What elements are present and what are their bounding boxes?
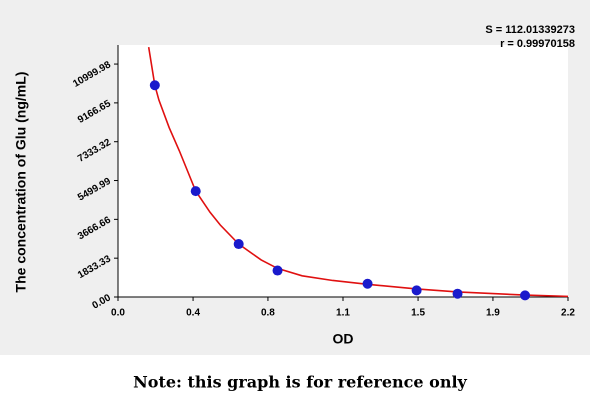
x-tick-label: 1.1 [336,308,350,319]
plot-area [118,45,568,297]
point [272,265,283,276]
point [452,288,463,299]
x-tick-label: 0.4 [186,308,200,319]
point [520,290,531,301]
x-tick-label: 1.9 [486,308,500,319]
x-axis-title: OD [333,331,354,347]
fit-curve [147,46,569,298]
x-tick-label: 0.0 [111,308,125,319]
annotation: S = 112.01339273 [485,24,575,36]
note: Note: this graph is for reference only [133,373,467,392]
point [149,80,160,91]
x-tick-label: 0.8 [261,308,275,319]
y-axis-title: The concentration of Glu (ng/mL) [13,72,29,293]
point [190,186,201,197]
annotation: r = 0.99970158 [500,38,575,50]
point [411,285,422,296]
x-tick-label: 2.2 [561,308,575,319]
point [362,278,373,289]
x-tick-label: 1.5 [411,308,425,319]
point [233,239,244,250]
